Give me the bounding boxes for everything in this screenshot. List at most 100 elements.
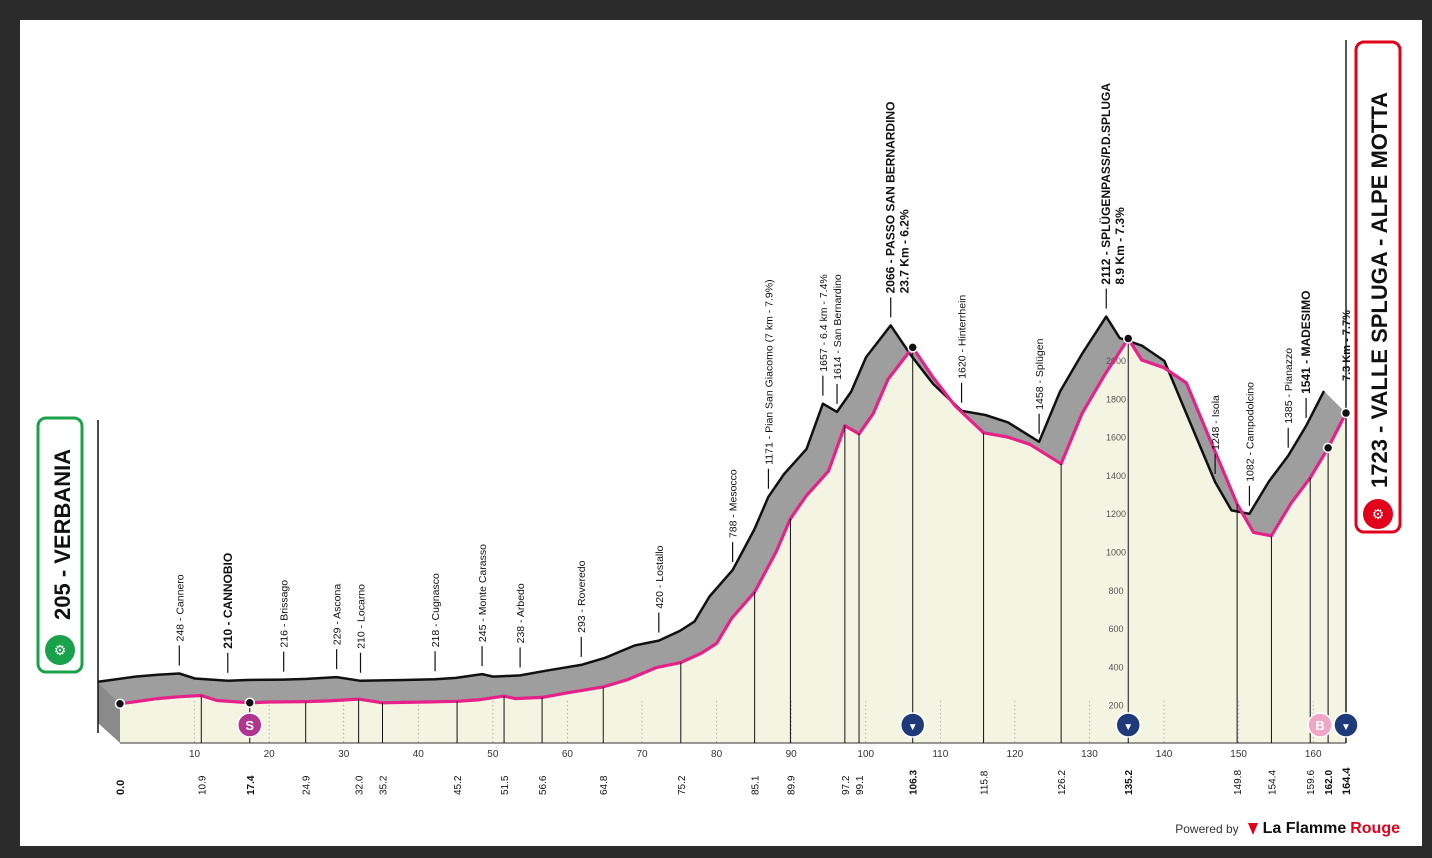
km-label: 97.2 bbox=[841, 775, 852, 795]
bike-icon-glyph: ⚙ bbox=[54, 642, 67, 658]
y-tick-label: 1800 bbox=[1106, 394, 1126, 404]
x-tick-label: 20 bbox=[264, 749, 276, 760]
profile-point bbox=[1122, 333, 1134, 344]
y-tick-label: 1200 bbox=[1106, 509, 1126, 519]
place-label: 293 - Roveredo bbox=[576, 560, 588, 633]
profile-outline bbox=[97, 315, 1326, 683]
x-tick-label: 120 bbox=[1007, 749, 1024, 760]
finish-badge bbox=[1354, 40, 1402, 534]
place-label: 1657 - 6.4 km - 7.4% bbox=[818, 274, 830, 371]
place-label: 1541 - MADESIMO bbox=[1299, 291, 1313, 394]
place-label: 218 - Cugnasco bbox=[430, 573, 442, 647]
kom-marker-symbol: ▼ bbox=[1123, 722, 1133, 733]
km-label: 149.8 bbox=[1233, 770, 1244, 795]
start-badge-text: 205 - VERBANIA bbox=[50, 449, 75, 620]
x-tick-label: 30 bbox=[338, 749, 350, 760]
y-tick-label: 200 bbox=[1108, 701, 1123, 711]
stage-profile-chart: 200 400 600 800 1000 1200 1400 1600 1800 2000 10 20… bbox=[20, 20, 1422, 846]
sprint-marker bbox=[237, 712, 263, 738]
km-label: 10.9 bbox=[197, 775, 208, 795]
km-label: 85.1 bbox=[751, 775, 762, 795]
brand-logo: La Flamme Rouge bbox=[1247, 820, 1400, 838]
km-label: 32.0 bbox=[355, 775, 366, 795]
km-label: 162.0 bbox=[1324, 770, 1335, 795]
y-tick-label: 400 bbox=[1108, 662, 1123, 672]
y-tick-label: 1400 bbox=[1106, 471, 1126, 481]
x-tick-label: 40 bbox=[413, 749, 425, 760]
km-label: 159.6 bbox=[1306, 770, 1317, 795]
km-label: 17.4 bbox=[246, 775, 257, 795]
place-label: 245 - Monte Carasso bbox=[477, 544, 489, 642]
y-tick-label: 800 bbox=[1108, 586, 1123, 596]
elevation-profile-svg: 200 400 600 800 1000 1200 1400 1600 1800 2000 10 20… bbox=[36, 40, 1402, 795]
kom-marker bbox=[1333, 712, 1359, 738]
km-label-start: 0.0 bbox=[115, 780, 127, 795]
profile-point bbox=[244, 697, 256, 709]
powered-by-label: Powered by bbox=[1175, 822, 1239, 836]
profile-point bbox=[907, 342, 918, 353]
brand-name-a: La Flamme bbox=[1262, 820, 1347, 837]
y-tick-label: 600 bbox=[1108, 624, 1123, 634]
place-label: 1248 - Isola bbox=[1210, 395, 1222, 450]
x-tick-label: 90 bbox=[786, 749, 798, 760]
place-label: 1171 - Pian San Giacomo (7 km - 7.9%) bbox=[763, 279, 775, 464]
profile-top-band bbox=[98, 316, 1346, 704]
place-label: 1614 - San Bernardino bbox=[832, 274, 844, 380]
x-tick-label: 60 bbox=[562, 749, 574, 760]
profile-road-line bbox=[119, 337, 1348, 706]
x-tick-label: 150 bbox=[1230, 749, 1247, 760]
profile-side-face bbox=[98, 681, 120, 743]
place-label: 210 - Locarno bbox=[356, 584, 368, 649]
x-tick-label: 140 bbox=[1156, 749, 1173, 760]
km-label: 75.2 bbox=[677, 775, 688, 795]
start-bike-icon bbox=[45, 635, 75, 665]
kom-marker-symbol: ▼ bbox=[1341, 722, 1351, 733]
finish-badge-text: 1723 - VALLE SPLUGA - ALPE MOTTA bbox=[1367, 92, 1392, 488]
profile-point bbox=[1340, 407, 1352, 419]
place-label: 229 - Ascona bbox=[332, 584, 344, 645]
finish-bike-icon bbox=[1363, 499, 1393, 529]
km-label: 154.4 bbox=[1267, 770, 1278, 795]
place-label: 1620 - Hinterrhein bbox=[957, 295, 969, 379]
km-label: 51.5 bbox=[500, 775, 511, 795]
profile-area bbox=[120, 338, 1346, 743]
place-label: 1082 - Campodolcino bbox=[1244, 382, 1256, 482]
place-label: 1458 - Splügen bbox=[1034, 338, 1046, 409]
bonus-marker bbox=[1307, 712, 1333, 738]
x-tick-label: 10 bbox=[189, 749, 201, 760]
x-tick-label: 70 bbox=[636, 749, 648, 760]
x-tick-label: 160 bbox=[1305, 749, 1322, 760]
km-label: 115.8 bbox=[980, 770, 991, 795]
place-label: 420 - Lostallo bbox=[654, 545, 666, 608]
place-label: 216 - Brissago bbox=[279, 580, 291, 648]
finish-climb-label: 7.3 Km - 7.7% bbox=[1341, 310, 1353, 381]
kom-marker-symbol: ▼ bbox=[908, 722, 918, 733]
profile-point bbox=[1322, 442, 1334, 454]
bike-icon-glyph: ⚙ bbox=[1372, 506, 1385, 522]
x-tick-label: 80 bbox=[711, 749, 723, 760]
brand-name-b: Rouge bbox=[1350, 820, 1400, 837]
place-label: 248 - Cannero bbox=[174, 574, 186, 641]
credit-footer: Powered by La Flamme Rouge bbox=[1175, 820, 1400, 838]
km-label: 64.8 bbox=[599, 775, 610, 795]
place-label: 2066 - PASSO SAN BERNARDINO bbox=[884, 102, 898, 294]
km-label-finish: 164.4 bbox=[1341, 767, 1353, 795]
x-tick-label: 50 bbox=[487, 749, 499, 760]
place-label: 238 - Arbedo bbox=[515, 583, 527, 643]
x-tick-label: 130 bbox=[1081, 749, 1098, 760]
start-badge bbox=[36, 416, 84, 674]
kom-marker bbox=[899, 712, 926, 738]
km-label: 106.3 bbox=[909, 770, 920, 795]
profile-point bbox=[114, 698, 126, 709]
km-label: 126.2 bbox=[1057, 770, 1068, 795]
km-label: 45.2 bbox=[453, 775, 464, 795]
place-label: 2112 - SPLÜGENPASS/P.D.SPLUGA bbox=[1098, 83, 1113, 285]
y-tick-label: 2000 bbox=[1106, 356, 1126, 366]
km-label: 35.2 bbox=[379, 775, 390, 795]
place-label: 210 - CANNOBIO bbox=[221, 553, 235, 649]
km-label: 135.2 bbox=[1124, 770, 1135, 795]
climb-info-label: 23.7 Km - 6.2% bbox=[898, 209, 912, 293]
km-label: 24.9 bbox=[302, 775, 313, 795]
flame-rouge-icon bbox=[1247, 823, 1258, 835]
y-tick-label: 1600 bbox=[1106, 433, 1126, 443]
